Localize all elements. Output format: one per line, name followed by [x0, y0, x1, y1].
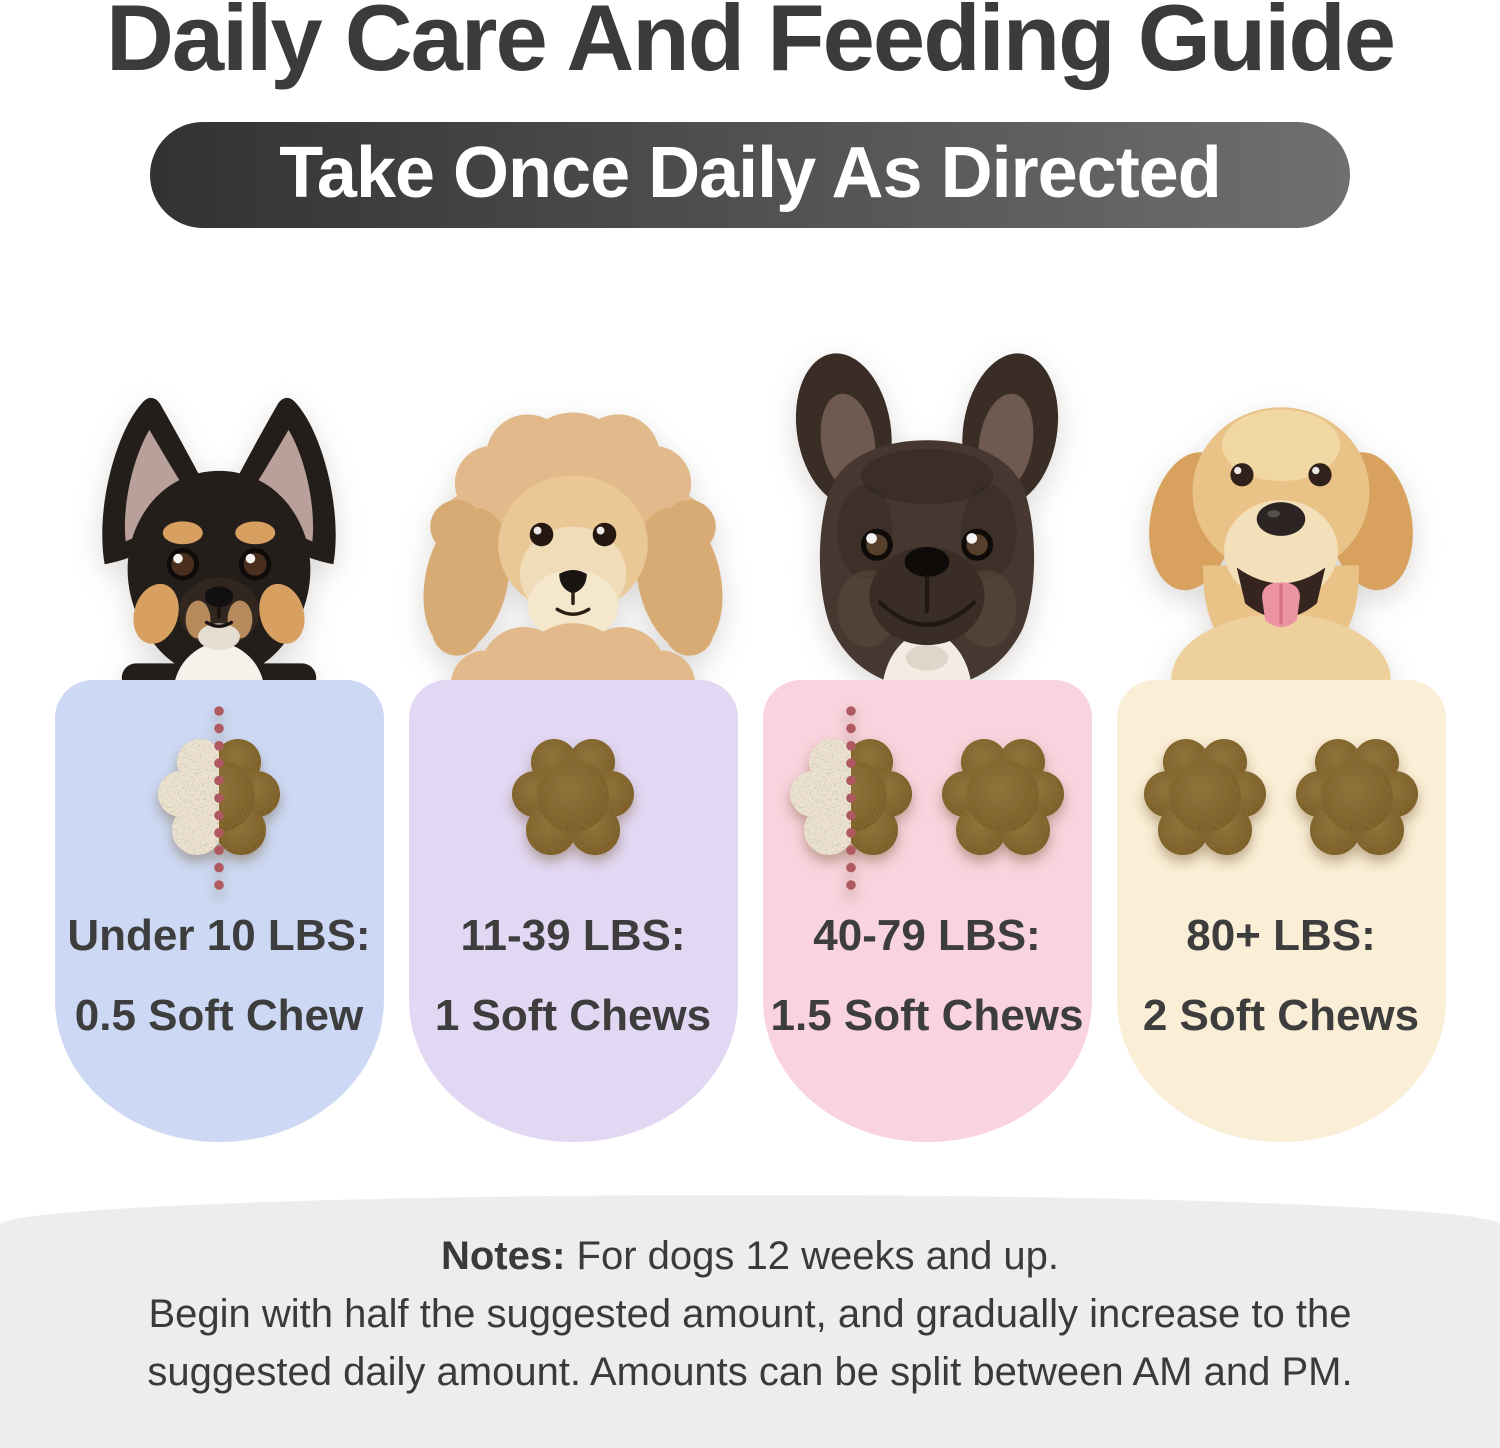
- soft-chew: [512, 739, 634, 855]
- dosage-card-chihuahua: Under 10 LBS: 0.5 Soft Chew: [54, 397, 384, 1142]
- french-bulldog-illustration: [795, 353, 1059, 688]
- half-dose-dotted-line: [846, 706, 856, 890]
- poodle-illustration: [423, 412, 723, 738]
- dog-photo-golden-retriever: [1102, 344, 1461, 745]
- dog-photo-chihuahua: [76, 387, 362, 692]
- chew-dose-illustration: [763, 680, 1092, 898]
- half-soft-chew: [158, 706, 280, 890]
- directions-banner: Take Once Daily As Directed: [150, 122, 1350, 228]
- dosage-card-french-bulldog: 40-79 LBS: 1.5 Soft Chews: [762, 353, 1092, 1142]
- chihuahua-illustration: [102, 397, 336, 692]
- dose-label: 0.5 Soft Chew: [74, 991, 364, 1040]
- notes-line-2: Begin with half the suggested amount, an…: [148, 1292, 1352, 1336]
- notes-line-1: Notes: For dogs 12 weeks and up.: [0, 1195, 1500, 1285]
- golden-retriever-illustration: [1149, 407, 1413, 745]
- dosage-card-golden-retriever: 80+ LBS: 2 Soft Chews: [1116, 407, 1446, 1142]
- dog-photo-french-bulldog: [767, 340, 1087, 692]
- dose-label: 2 Soft Chews: [1142, 991, 1420, 1040]
- notes-label: Notes:: [440, 1234, 566, 1278]
- dosage-panel: 40-79 LBS: 1.5 Soft Chews: [762, 680, 1092, 1142]
- dose-label: 1 Soft Chews: [434, 991, 712, 1040]
- weight-range-label: Under 10 LBS:: [67, 911, 371, 960]
- weight-range-label: 11-39 LBS:: [460, 911, 686, 960]
- half-soft-chew: [790, 706, 912, 890]
- chew-dose-illustration: [1117, 680, 1446, 898]
- soft-chew: [1144, 739, 1266, 855]
- chew-dose-illustration: [409, 680, 738, 898]
- directions-banner-text: Take Once Daily As Directed: [279, 133, 1221, 213]
- soft-chew: [942, 739, 1064, 855]
- notes-section: Notes: For dogs 12 weeks and up. Begin w…: [0, 1195, 1500, 1448]
- weight-range-label: 80+ LBS:: [1186, 911, 1376, 960]
- notes-line-1-text: For dogs 12 weeks and up.: [576, 1234, 1060, 1278]
- half-dose-dotted-line: [214, 706, 224, 890]
- chew-dose-illustration: [55, 680, 384, 898]
- dosage-panel: 80+ LBS: 2 Soft Chews: [1116, 680, 1446, 1142]
- page-title: Daily Care And Feeding Guide: [105, 0, 1396, 90]
- dosage-panel: 11-39 LBS: 1 Soft Chews: [408, 680, 738, 1142]
- dog-photo-poodle: [406, 377, 741, 738]
- dose-label: 1.5 Soft Chews: [770, 991, 1084, 1040]
- notes-line-3: suggested daily amount. Amounts can be s…: [147, 1350, 1353, 1394]
- dosage-panel: Under 10 LBS: 0.5 Soft Chew: [54, 680, 384, 1142]
- soft-chew: [1296, 739, 1418, 855]
- weight-range-label: 40-79 LBS:: [813, 911, 1041, 960]
- dosage-cards-row: Under 10 LBS: 0.5 Soft Chew: [0, 353, 1500, 1142]
- dosage-card-poodle: 11-39 LBS: 1 Soft Chews: [408, 412, 738, 1142]
